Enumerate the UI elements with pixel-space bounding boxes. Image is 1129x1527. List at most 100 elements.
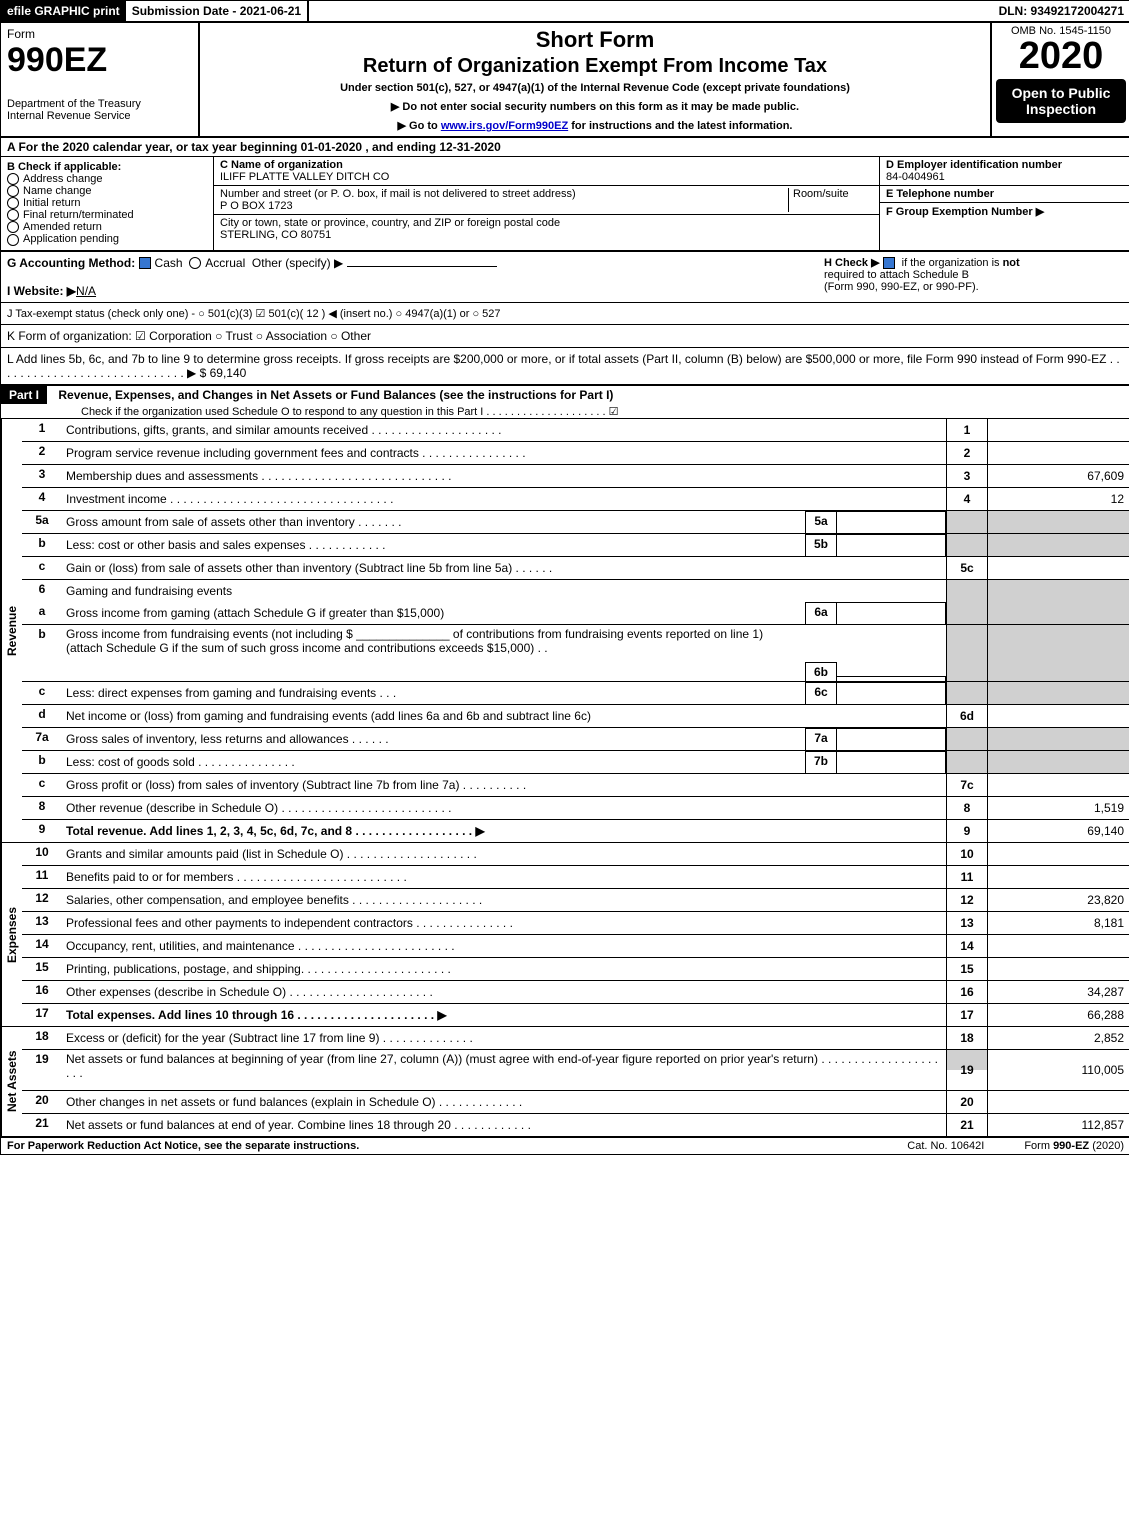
chk-h[interactable]: [883, 257, 895, 269]
revenue-vtab: Revenue: [1, 419, 22, 842]
entity-info-block: B Check if applicable: Address change Na…: [1, 157, 1129, 252]
ln2-val: [988, 442, 1129, 464]
ln6-desc: Gaming and fundraising events: [62, 580, 946, 602]
row-l-val: 69,140: [210, 366, 247, 380]
dln-label: DLN: 93492172004271: [993, 1, 1129, 21]
chk-amended[interactable]: [7, 221, 19, 233]
ln2-desc: Program service revenue including govern…: [62, 442, 946, 464]
title-short-form: Short Form: [206, 27, 984, 53]
ln8-val: 1,519: [988, 797, 1129, 819]
irs-link[interactable]: www.irs.gov/Form990EZ: [441, 120, 568, 132]
ln6c-mbv: [837, 682, 946, 704]
h-text1: if the organization is: [902, 257, 1003, 269]
ln3-rn: 3: [946, 465, 988, 487]
box-c: C Name of organization ILIFF PLATTE VALL…: [214, 157, 879, 250]
ln7c-num: c: [22, 774, 62, 796]
ln6b-mbv: [837, 676, 946, 681]
ln5b-desc: Less: cost or other basis and sales expe…: [62, 534, 805, 556]
ln6c-num: c: [22, 682, 62, 704]
ln5a-vshade: [988, 511, 1129, 533]
ln19-rn: 19: [946, 1050, 988, 1090]
ln19-desc: Net assets or fund balances at beginning…: [62, 1050, 946, 1090]
ln7b-rshade: [946, 751, 988, 773]
ln19-val: 110,005: [988, 1050, 1129, 1090]
lbl-accrual: Accrual: [205, 256, 245, 270]
chk-name-change[interactable]: [7, 185, 19, 197]
form-header: Form 990EZ Department of the Treasury In…: [1, 23, 1129, 138]
part-i-title: Revenue, Expenses, and Changes in Net As…: [50, 388, 613, 402]
ln6-rshade: [946, 580, 988, 602]
ln10-num: 10: [22, 843, 62, 865]
expenses-section: Expenses 10Grants and similar amounts pa…: [1, 843, 1129, 1027]
e-label: E Telephone number: [880, 186, 1129, 203]
ln12-val: 23,820: [988, 889, 1129, 911]
row-a-tax-year: A For the 2020 calendar year, or tax yea…: [1, 138, 1129, 157]
box-b: B Check if applicable: Address change Na…: [1, 157, 214, 250]
ln18-num: 18: [22, 1027, 62, 1049]
ln5b-num: b: [22, 534, 62, 556]
ln4-rn: 4: [946, 488, 988, 510]
chk-pending[interactable]: [7, 234, 19, 246]
part-i-check: Check if the organization used Schedule …: [1, 406, 619, 418]
ln6a-mb: 6a: [805, 602, 837, 624]
chk-cash[interactable]: [139, 257, 151, 269]
ln4-desc: Investment income . . . . . . . . . . . …: [62, 488, 946, 510]
h-text3: (Form 990, 990-EZ, or 990-PF).: [824, 281, 979, 293]
lbl-address-change: Address change: [23, 173, 103, 185]
ln6c-desc: Less: direct expenses from gaming and fu…: [62, 682, 805, 704]
ln1-desc: Contributions, gifts, grants, and simila…: [62, 419, 946, 441]
ln12-desc: Salaries, other compensation, and employ…: [62, 889, 946, 911]
city-label: City or town, state or province, country…: [220, 217, 560, 229]
ln6b-mb: 6b: [805, 662, 837, 681]
ln3-val: 67,609: [988, 465, 1129, 487]
revenue-section: Revenue 1Contributions, gifts, grants, a…: [1, 419, 1129, 843]
ln20-val: [988, 1091, 1129, 1113]
i-label: I Website: ▶: [7, 284, 76, 298]
ln19-num: 19: [22, 1050, 62, 1090]
ln5b-mbv: [837, 534, 946, 556]
ln1-val: [988, 419, 1129, 441]
ln6c-mb: 6c: [805, 682, 837, 704]
lbl-amended: Amended return: [23, 221, 102, 233]
submission-date-button[interactable]: Submission Date - 2021-06-21: [126, 1, 309, 21]
ln7a-rshade: [946, 728, 988, 750]
ln15-desc: Printing, publications, postage, and shi…: [62, 958, 946, 980]
tax-year: 2020: [996, 37, 1126, 75]
chk-address-change[interactable]: [7, 173, 19, 185]
row-gh: G Accounting Method: Cash Accrual Other …: [1, 252, 1129, 303]
ln5c-desc: Gain or (loss) from sale of assets other…: [62, 557, 946, 579]
footer-right-post: (2020): [1089, 1140, 1124, 1152]
dept-treasury: Department of the Treasury: [7, 98, 192, 110]
ln17-desc: Total expenses. Add lines 10 through 16 …: [62, 1004, 946, 1026]
chk-final-return[interactable]: [7, 209, 19, 221]
lbl-initial-return: Initial return: [23, 197, 80, 209]
footer-right-pre: Form: [1024, 1140, 1053, 1152]
efile-print-button[interactable]: efile GRAPHIC print: [1, 1, 126, 21]
room-suite-label: Room/suite: [788, 188, 873, 212]
ln21-num: 21: [22, 1114, 62, 1136]
ln6-num: 6: [22, 580, 62, 602]
header-right: OMB No. 1545-1150 2020 Open to Public In…: [990, 23, 1129, 136]
ln4-val: 12: [988, 488, 1129, 510]
ln6-vshade: [988, 580, 1129, 602]
net-assets-vtab: Net Assets: [1, 1027, 22, 1136]
org-name: ILIFF PLATTE VALLEY DITCH CO: [220, 171, 389, 183]
g-label: G Accounting Method:: [7, 256, 135, 270]
ln20-desc: Other changes in net assets or fund bala…: [62, 1091, 946, 1113]
part-i-header-row: Part I Revenue, Expenses, and Changes in…: [1, 386, 1129, 419]
ln6a-desc: Gross income from gaming (attach Schedul…: [62, 602, 805, 624]
ln5a-mbv: [837, 511, 946, 533]
ln5a-rshade: [946, 511, 988, 533]
ln9-desc: Total revenue. Add lines 1, 2, 3, 4, 5c,…: [62, 820, 946, 842]
form-page: efile GRAPHIC print Submission Date - 20…: [0, 0, 1129, 1155]
ln18-val: 2,852: [988, 1027, 1129, 1049]
ln8-num: 8: [22, 797, 62, 819]
chk-initial-return[interactable]: [7, 197, 19, 209]
ln4-num: 4: [22, 488, 62, 510]
ln16-desc: Other expenses (describe in Schedule O) …: [62, 981, 946, 1003]
other-specify-input[interactable]: [347, 266, 497, 267]
ln14-val: [988, 935, 1129, 957]
ln6b-desc: Gross income from fundraising events (no…: [62, 625, 805, 681]
chk-accrual[interactable]: [189, 257, 201, 269]
ln11-desc: Benefits paid to or for members . . . . …: [62, 866, 946, 888]
